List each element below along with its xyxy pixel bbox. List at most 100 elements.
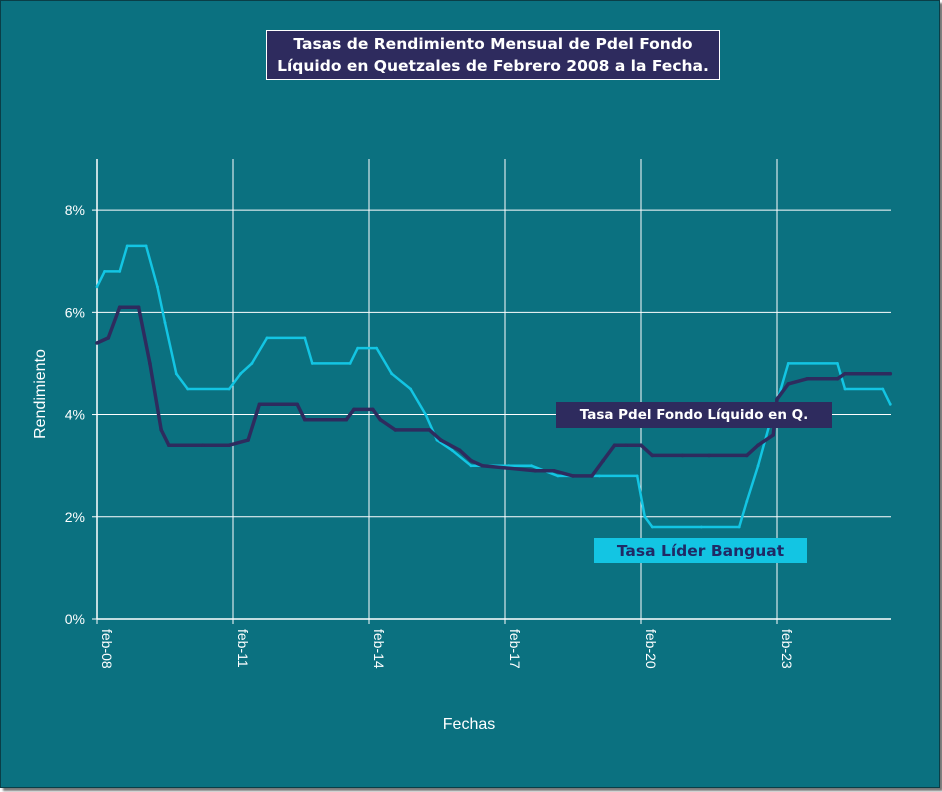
data-point-banguat	[103, 270, 106, 273]
data-point-banguat	[556, 474, 560, 478]
data-point-banguat	[836, 362, 839, 365]
data-point-fondo	[590, 474, 594, 478]
data-point-banguat	[888, 402, 892, 406]
data-point-banguat	[643, 515, 647, 519]
data-point-fondo	[650, 453, 655, 458]
data-point-banguat	[125, 244, 129, 248]
data-point-banguat	[469, 464, 473, 468]
data-point-fondo	[344, 417, 349, 422]
series-line-fondo	[96, 305, 891, 478]
data-point-banguat	[786, 362, 790, 365]
series-line-banguat	[95, 244, 892, 529]
series-label-banguat: Tasa Líder Banguat	[594, 538, 807, 563]
data-point-fondo	[227, 443, 231, 448]
data-point-banguat	[348, 362, 352, 365]
data-point-banguat	[635, 474, 639, 478]
data-point-fondo	[352, 407, 356, 412]
data-point-banguat	[265, 336, 269, 340]
data-point-fondo	[201, 443, 205, 448]
data-point-fondo	[533, 469, 537, 473]
data-point-fondo	[805, 377, 809, 381]
data-point-banguat	[239, 372, 243, 376]
data-point-fondo	[639, 443, 643, 448]
data-point-banguat	[745, 500, 749, 503]
data-point-fondo	[601, 458, 605, 463]
data-point-banguat	[700, 525, 703, 529]
data-point-fondo	[745, 453, 749, 458]
x-tick-label: feb-23	[779, 629, 795, 669]
data-point-banguat	[186, 387, 190, 391]
data-point-fondo	[469, 458, 473, 463]
data-point-banguat	[375, 346, 378, 350]
data-point-banguat	[424, 413, 428, 416]
y-tick-label: 2%	[65, 509, 85, 525]
data-point-fondo	[552, 469, 556, 473]
data-point-banguat	[118, 270, 122, 273]
data-point-banguat	[390, 372, 394, 376]
data-point-banguat	[310, 362, 314, 365]
data-point-banguat	[737, 525, 741, 529]
data-point-banguat	[650, 525, 654, 529]
data-point-fondo	[303, 417, 307, 422]
data-point-fondo	[136, 305, 141, 310]
data-point-fondo	[835, 377, 840, 381]
data-point-banguat	[250, 362, 254, 365]
data-point-banguat	[881, 387, 885, 391]
data-point-banguat	[756, 464, 760, 468]
data-point-banguat	[507, 464, 511, 468]
data-point-banguat	[144, 244, 148, 248]
data-point-banguat	[174, 372, 178, 376]
data-point-banguat	[779, 387, 783, 391]
series-label-fondo: Tasa Pdel Fondo Líquido en Q.	[556, 402, 832, 428]
y-axis-title: Rendimiento	[32, 349, 49, 439]
data-point-fondo	[167, 443, 171, 448]
data-point-fondo	[95, 341, 99, 345]
data-point-banguat	[450, 448, 454, 452]
data-point-fondo	[771, 433, 775, 437]
data-point-fondo	[159, 428, 163, 432]
data-point-banguat	[303, 336, 307, 340]
data-point-fondo	[624, 443, 628, 448]
data-point-fondo	[457, 448, 462, 453]
data-point-fondo	[378, 417, 383, 422]
data-point-fondo	[612, 443, 617, 448]
data-point-fondo	[775, 397, 779, 402]
data-point-fondo	[480, 463, 485, 468]
tick-labels: 0% 2% 4% 6% 8% feb-08 feb-11 feb-14 feb-17 feb-20…	[65, 202, 795, 669]
series-layer	[95, 244, 893, 529]
data-point-fondo	[148, 361, 152, 366]
x-tick-label: feb-14	[371, 629, 387, 669]
x-tick-label: feb-20	[643, 629, 659, 669]
data-point-fondo	[427, 428, 432, 432]
data-point-fondo	[756, 443, 760, 448]
data-point-fondo	[393, 428, 398, 432]
data-point-banguat	[356, 346, 360, 350]
y-tick-label: 8%	[65, 202, 85, 218]
data-point-banguat	[227, 387, 231, 391]
data-point-fondo	[707, 453, 711, 458]
data-point-fondo	[246, 438, 250, 442]
data-point-banguat	[530, 464, 533, 468]
data-point-fondo	[680, 453, 685, 458]
data-point-fondo	[843, 371, 847, 376]
data-point-banguat	[163, 321, 167, 324]
chart-title-line-1: Tasas de Rendimiento Mensual de Pdel Fon…	[293, 35, 693, 53]
axes	[92, 159, 891, 624]
data-point-banguat	[95, 285, 99, 289]
data-point-fondo	[106, 336, 111, 340]
data-point-fondo	[439, 438, 443, 442]
x-tick-label: feb-11	[235, 629, 251, 668]
chart-title-line-2: Líquido en Quetzales de Febrero 2008 a l…	[277, 57, 709, 75]
data-point-banguat	[409, 387, 412, 391]
data-point-fondo	[371, 407, 375, 412]
data-point-banguat	[598, 474, 601, 478]
data-point-fondo	[257, 402, 262, 407]
y-tick-label: 6%	[65, 304, 85, 320]
data-point-fondo	[786, 382, 791, 386]
data-point-fondo	[117, 305, 122, 310]
x-tick-label: feb-08	[99, 629, 115, 669]
data-point-fondo	[888, 371, 893, 376]
chart-title: Tasas de Rendimiento Mensual de Pdel Fon…	[266, 30, 720, 80]
